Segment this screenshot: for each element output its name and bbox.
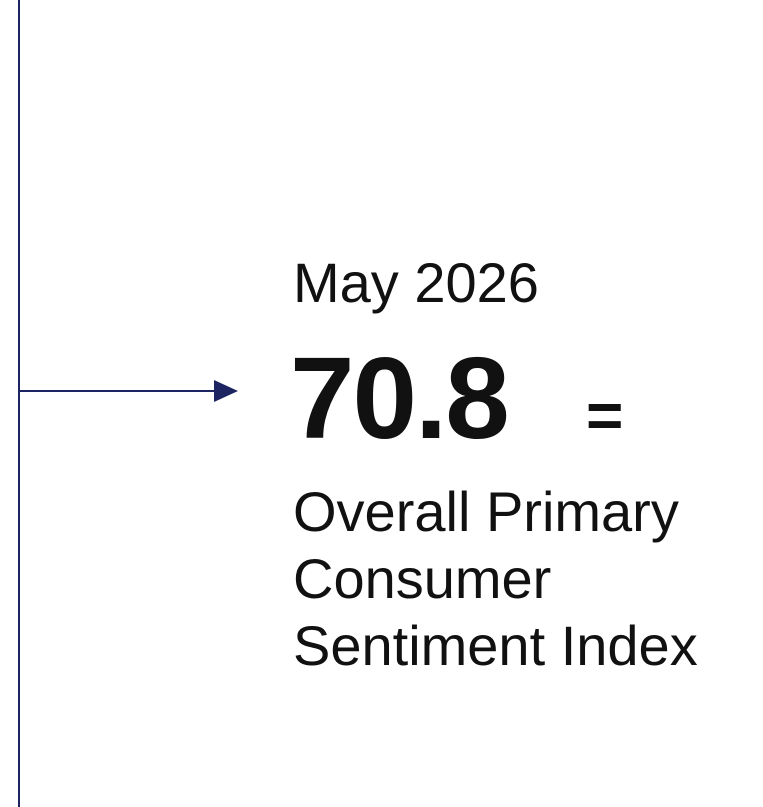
date: May 2026 [293, 251, 539, 314]
index-label: Overall Primary Consumer Sentiment Index [293, 480, 698, 677]
change-indicator: = [586, 379, 624, 451]
index-value: 70.8 [290, 333, 510, 463]
pointer-arrowhead [214, 380, 238, 402]
